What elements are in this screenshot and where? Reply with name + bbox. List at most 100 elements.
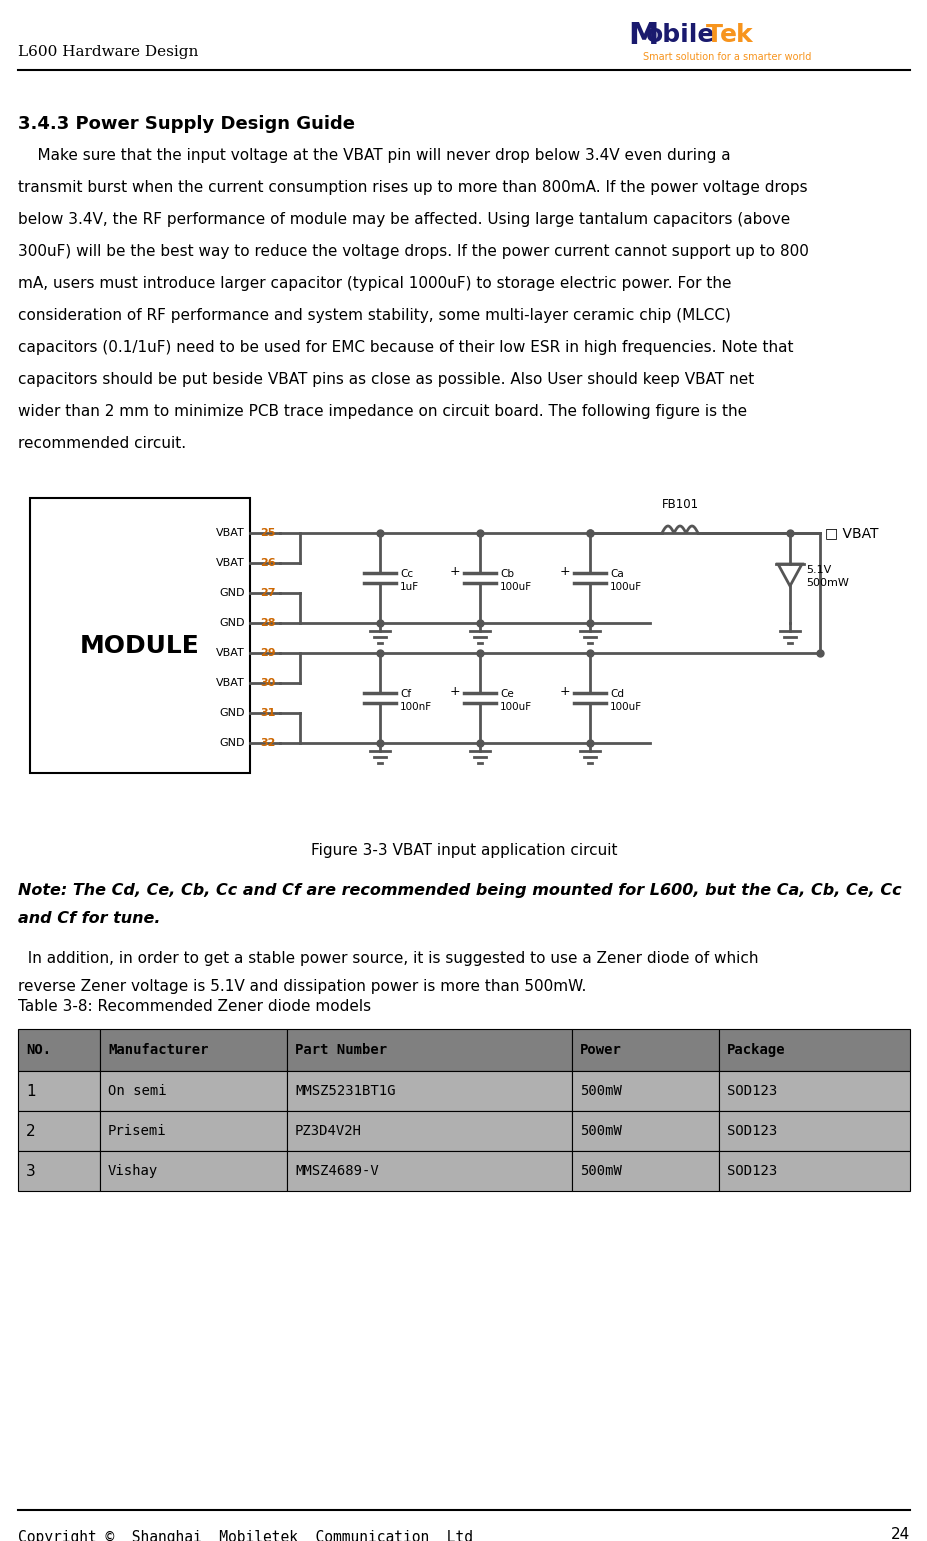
Text: capacitors should be put beside VBAT pins as close as possible. Also User should: capacitors should be put beside VBAT pin… (18, 371, 754, 387)
Bar (286, 1151, 571, 1191)
Bar (571, 1029, 718, 1071)
Text: 100nF: 100nF (400, 703, 432, 712)
Text: 500mW: 500mW (579, 1083, 621, 1099)
Text: 300uF) will be the best way to reduce the voltage drops. If the power current ca: 300uF) will be the best way to reduce th… (18, 243, 808, 259)
Text: 500mW: 500mW (806, 578, 848, 589)
Text: SOD123: SOD123 (726, 1083, 777, 1099)
Text: VBAT: VBAT (216, 529, 245, 538)
Text: obile: obile (645, 23, 715, 46)
Bar (286, 1029, 571, 1071)
Text: Cb: Cb (500, 569, 514, 579)
Text: below 3.4V, the RF performance of module may be affected. Using large tantalum c: below 3.4V, the RF performance of module… (18, 213, 790, 227)
Text: MODULE: MODULE (80, 633, 199, 658)
Text: L600 Hardware Design: L600 Hardware Design (18, 45, 198, 59)
Text: Cf: Cf (400, 689, 411, 700)
Bar (286, 1071, 571, 1111)
Bar (100, 1029, 286, 1071)
Text: Part Number: Part Number (295, 1043, 387, 1057)
Text: 28: 28 (260, 618, 275, 629)
Text: VBAT: VBAT (216, 678, 245, 687)
Text: 500mW: 500mW (579, 1123, 621, 1137)
Text: 3.4.3 Power Supply Design Guide: 3.4.3 Power Supply Design Guide (18, 116, 355, 133)
Text: +: + (559, 564, 569, 578)
Text: Power: Power (579, 1043, 621, 1057)
Text: M: M (628, 20, 657, 49)
Text: Figure 3-3 VBAT input application circuit: Figure 3-3 VBAT input application circui… (311, 843, 616, 858)
Bar (18, 1151, 100, 1191)
Bar (30, 498, 249, 774)
Text: ek: ek (719, 23, 753, 46)
Text: VBAT: VBAT (216, 558, 245, 569)
Text: GND: GND (220, 707, 245, 718)
Bar (286, 1111, 571, 1151)
Bar (100, 1111, 286, 1151)
Text: Package: Package (726, 1043, 785, 1057)
Text: GND: GND (220, 618, 245, 629)
Text: VBAT: VBAT (216, 649, 245, 658)
Text: wider than 2 mm to minimize PCB trace impedance on circuit board. The following : wider than 2 mm to minimize PCB trace im… (18, 404, 746, 419)
Text: NO.: NO. (26, 1043, 51, 1057)
Text: 25: 25 (260, 529, 275, 538)
Text: +: + (449, 564, 460, 578)
Text: Vishay: Vishay (108, 1163, 159, 1177)
Text: recommended circuit.: recommended circuit. (18, 436, 186, 452)
Text: On semi: On semi (108, 1083, 167, 1099)
Text: FB101: FB101 (661, 498, 698, 512)
Text: Table 3-8: Recommended Zener diode models: Table 3-8: Recommended Zener diode model… (18, 999, 371, 1014)
Text: □ VBAT: □ VBAT (824, 525, 878, 539)
Text: GND: GND (220, 589, 245, 598)
Text: Smart solution for a smarter world: Smart solution for a smarter world (642, 52, 810, 62)
Text: 30: 30 (260, 678, 275, 687)
Text: 31: 31 (260, 707, 275, 718)
Text: T: T (705, 23, 722, 46)
Bar (718, 1029, 909, 1071)
Bar (718, 1151, 909, 1191)
Text: 5.1V: 5.1V (806, 566, 831, 575)
Bar (571, 1071, 718, 1111)
Text: 27: 27 (260, 589, 275, 598)
Text: +: + (559, 684, 569, 698)
Text: 24: 24 (890, 1527, 909, 1541)
Text: 500mW: 500mW (579, 1163, 621, 1177)
Bar (571, 1111, 718, 1151)
Text: 100uF: 100uF (500, 703, 531, 712)
Bar (718, 1111, 909, 1151)
Bar (100, 1071, 286, 1111)
Text: 32: 32 (260, 738, 275, 747)
Text: transmit burst when the current consumption rises up to more than 800mA. If the : transmit burst when the current consumpt… (18, 180, 806, 196)
Bar (718, 1071, 909, 1111)
Text: 1: 1 (26, 1083, 35, 1099)
Text: Ce: Ce (500, 689, 514, 700)
Bar (100, 1151, 286, 1191)
Bar (571, 1151, 718, 1191)
Text: 1uF: 1uF (400, 582, 419, 592)
Text: In addition, in order to get a stable power source, it is suggested to use a Zen: In addition, in order to get a stable po… (18, 951, 757, 966)
Text: SOD123: SOD123 (726, 1123, 777, 1137)
Bar (18, 1029, 100, 1071)
Text: Manufacturer: Manufacturer (108, 1043, 209, 1057)
Text: 3: 3 (26, 1163, 36, 1179)
Bar (18, 1071, 100, 1111)
Text: PZ3D4V2H: PZ3D4V2H (295, 1123, 362, 1137)
Text: 2: 2 (26, 1123, 35, 1139)
Text: MMSZ4689-V: MMSZ4689-V (295, 1163, 378, 1177)
Text: 26: 26 (260, 558, 275, 569)
Text: capacitors (0.1/1uF) need to be used for EMC because of their low ESR in high fr: capacitors (0.1/1uF) need to be used for… (18, 341, 793, 354)
Text: Copyright ©  Shanghai  Mobiletek  Communication  Ltd: Copyright © Shanghai Mobiletek Communica… (18, 1530, 473, 1541)
Text: Prisemi: Prisemi (108, 1123, 167, 1137)
Text: reverse Zener voltage is 5.1V and dissipation power is more than 500mW.: reverse Zener voltage is 5.1V and dissip… (18, 979, 586, 994)
Text: Cc: Cc (400, 569, 413, 579)
Text: +: + (449, 684, 460, 698)
Text: and Cf for tune.: and Cf for tune. (18, 911, 160, 926)
Text: MMSZ5231BT1G: MMSZ5231BT1G (295, 1083, 395, 1099)
Text: 100uF: 100uF (500, 582, 531, 592)
Text: Make sure that the input voltage at the VBAT pin will never drop below 3.4V even: Make sure that the input voltage at the … (18, 148, 730, 163)
Text: 100uF: 100uF (609, 582, 641, 592)
Polygon shape (777, 564, 801, 586)
Text: Note: The Cd, Ce, Cb, Cc and Cf are recommended being mounted for L600, but the : Note: The Cd, Ce, Cb, Cc and Cf are reco… (18, 883, 901, 898)
Bar (18, 1111, 100, 1151)
Text: 29: 29 (260, 649, 275, 658)
Text: consideration of RF performance and system stability, some multi-layer ceramic c: consideration of RF performance and syst… (18, 308, 730, 324)
Text: SOD123: SOD123 (726, 1163, 777, 1177)
Text: Cd: Cd (609, 689, 623, 700)
